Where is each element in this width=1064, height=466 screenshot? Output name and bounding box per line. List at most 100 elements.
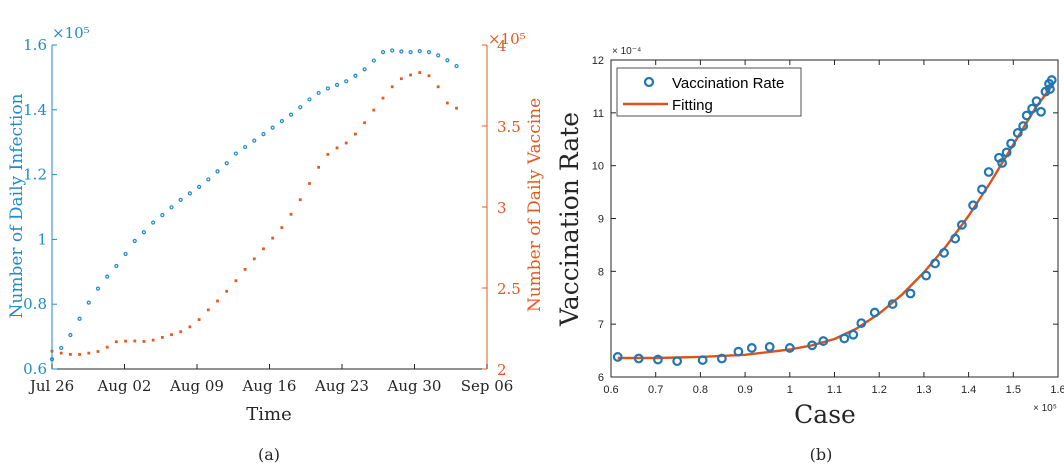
infection-point <box>426 50 432 55</box>
panel-b-ylabel: Vaccination Rate <box>555 112 584 327</box>
panel-b-x-tick-label: 0.9 <box>737 384 752 396</box>
vaccination-rate-point <box>956 219 967 230</box>
panel-a-left-tick-label: 1.6 <box>23 36 47 54</box>
vaccination-rate-point <box>839 333 850 344</box>
vaccination-rate-point <box>807 340 818 351</box>
infection-point <box>270 125 275 130</box>
vaccination-rate-point <box>697 355 708 365</box>
infection-point <box>77 316 82 321</box>
vaccine-point <box>390 85 394 89</box>
infection-point <box>344 79 349 84</box>
panel-b-x-tick-label: 1 <box>787 384 793 396</box>
legend-label-fitting: Fitting <box>672 97 713 114</box>
panel-a-right-tick-label: 3.5 <box>497 118 521 136</box>
vaccine-point <box>262 247 265 251</box>
infection-point <box>298 105 303 110</box>
panel-b-ticks: 0.6 0.7 0.8 0.9 1 1.1 1.2 1.3 1.4 1.5 1.6 6 7 8 9 10 11 1… <box>592 55 1064 396</box>
vaccination-rate-point <box>1045 84 1055 94</box>
infection-point <box>68 332 73 338</box>
panel-a-right-exponent: ×10⁵ <box>488 30 526 48</box>
vaccine-point <box>317 165 321 169</box>
vaccination-rate-point <box>612 352 623 362</box>
panel-a-x-tick-label: Aug 16 <box>242 377 297 395</box>
legend-label-vaccination-rate: Vaccination Rate <box>672 75 784 92</box>
vaccination-rate-point <box>746 343 757 353</box>
vaccination-rate-series <box>612 75 1057 367</box>
vaccination-rate-point <box>784 343 795 353</box>
vaccine-series <box>50 71 458 356</box>
panel-b-y-tick-label: 12 <box>592 55 604 67</box>
panel-b-x-tick-label: 0.8 <box>693 384 708 396</box>
vaccination-rate-point <box>633 353 644 364</box>
vaccination-rate-point <box>672 356 683 367</box>
vaccination-rate-point <box>1027 103 1037 114</box>
vaccine-point <box>160 336 164 339</box>
vaccine-point <box>87 351 91 355</box>
infection-point <box>215 169 220 174</box>
infection-point <box>206 177 211 182</box>
vaccine-point <box>418 71 422 74</box>
infection-point <box>242 144 248 150</box>
fitting-series <box>617 83 1055 360</box>
panel-a-x-tick-label: Aug 09 <box>169 377 224 395</box>
vaccine-point <box>96 350 100 353</box>
vaccination-rate-point <box>848 329 859 340</box>
vaccination-rate-point <box>716 353 727 364</box>
vaccine-point <box>436 85 440 89</box>
vaccine-point <box>170 333 173 337</box>
panel-a-caption: (a) <box>258 445 280 464</box>
infection-point <box>59 345 64 351</box>
vaccination-rate-point <box>1018 121 1029 131</box>
vaccination-rate-point <box>1021 110 1032 121</box>
panel-a-right-tick-label: 4 <box>497 37 507 55</box>
infection-point <box>279 119 284 124</box>
vaccination-rate-point <box>1012 128 1023 138</box>
infection-point <box>399 49 404 54</box>
infection-point <box>105 274 110 279</box>
vaccination-rate-point <box>977 184 987 195</box>
panel-a-chart: Jul 26 Aug 02 Aug 09 Aug 16 Aug 23 Aug 30 Sep … <box>7 24 545 464</box>
panel-b-x-tick-label: 1.5 <box>1006 384 1021 396</box>
panel-a-right-tick-label: 2 <box>497 361 507 379</box>
panel-b-x-tick-label: 1.1 <box>827 384 842 396</box>
vaccination-rate-point <box>1031 96 1042 107</box>
vaccine-point <box>243 267 247 271</box>
infection-point <box>362 67 367 72</box>
vaccination-rate-point <box>1046 75 1057 85</box>
panel-b-x-tick-label: 0.6 <box>603 384 618 396</box>
vaccination-rate-point <box>733 346 744 357</box>
panel-a-ticks: Jul 26 Aug 02 Aug 09 Aug 16 Aug 23 Aug 30 Sep … <box>23 36 521 395</box>
infection-point <box>187 191 193 196</box>
vaccination-rate-point <box>905 288 916 299</box>
vaccine-point <box>252 257 256 261</box>
vaccine-point <box>298 198 302 202</box>
panel-b-caption: (b) <box>810 445 833 464</box>
panel-b-y-tick-label: 8 <box>598 266 604 278</box>
panel-a-xlabel: Time <box>246 404 291 425</box>
vaccination-rate-point <box>1006 138 1016 149</box>
panel-a-x-tick-label: Sep 06 <box>461 377 514 395</box>
panel-a-left-tick-label: 0.6 <box>23 360 47 378</box>
vaccine-point <box>326 152 330 156</box>
infection-point <box>380 50 386 55</box>
panel-b-y-tick-label: 6 <box>598 372 604 384</box>
vaccine-point <box>363 121 367 125</box>
panel-a-right-tick-label: 3 <box>497 199 507 217</box>
panel-b-legend: Vaccination Rate Fitting <box>616 67 802 117</box>
vaccine-point <box>133 339 137 343</box>
panel-a-ylabel-right: Number of Daily Vaccine <box>525 98 545 312</box>
vaccine-point <box>59 351 63 355</box>
panel-a-x-tick-label: Jul 26 <box>28 377 74 395</box>
infection-point <box>325 86 330 91</box>
vaccination-rate-point <box>1001 147 1012 158</box>
infection-point <box>371 58 376 63</box>
infection-point <box>252 138 257 143</box>
legend-marker-vaccination-rate <box>643 76 655 88</box>
infection-point <box>445 58 450 63</box>
infection-point <box>86 300 91 305</box>
vaccine-point <box>225 289 229 293</box>
panel-a-axes <box>51 45 488 370</box>
vaccine-point <box>114 340 118 344</box>
vaccination-rate-point <box>950 233 961 244</box>
panel-b-x-tick-label: 1.6 <box>1050 384 1064 396</box>
